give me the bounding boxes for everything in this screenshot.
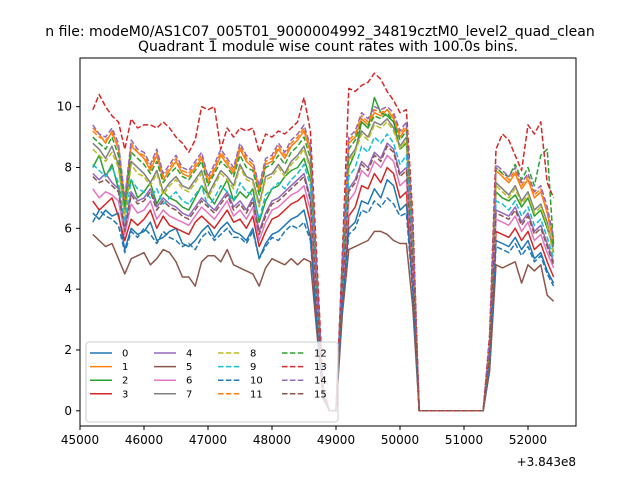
plot-frame [79,57,577,427]
legend-label-10: 10 [250,376,263,387]
legend-label-3: 3 [122,389,128,400]
chart-title: Quadrant 1 module wise count rates with … [138,39,518,55]
legend-label-13: 13 [314,362,327,373]
y-tick-label: 2 [64,343,72,357]
x-tick-label: 50000 [381,433,419,447]
figure-suptitle: n file: modeM0/AS1C07_005T01_9000004992_… [45,24,594,40]
legend-label-12: 12 [314,349,327,360]
legend-label-15: 15 [314,389,327,400]
x-tick-label: 47000 [189,433,227,447]
legend-label-8: 8 [250,349,256,360]
x-tick-label: 46000 [125,433,163,447]
legend-label-6: 6 [186,376,192,387]
x-tick-label: 49000 [317,433,355,447]
legend-label-7: 7 [186,389,192,400]
x-axis: 45000 46000 47000 48000 49000 50000 51000 52000 [61,426,547,447]
legend-box [85,341,339,423]
legend-label-14: 14 [314,376,327,387]
legend-label-4: 4 [186,349,192,360]
legend-label-5: 5 [186,362,192,373]
y-tick-label: 10 [57,100,72,114]
x-axis-offset-label: +3.843e8 [517,455,576,469]
x-tick-label: 48000 [253,433,291,447]
y-tick-label: 4 [64,282,72,296]
y-tick-label: 8 [64,160,72,174]
x-tick-label: 52000 [509,433,547,447]
y-tick-label: 6 [64,221,72,235]
y-tick-label: 0 [64,404,72,418]
y-axis: 0 2 4 6 8 10 [57,100,80,418]
x-tick-label: 51000 [445,433,483,447]
legend-label-11: 11 [250,389,263,400]
series-line-12 [92,111,555,412]
legend-label-9: 9 [250,362,256,373]
legend-label-1: 1 [122,362,128,373]
legend-label-2: 2 [122,376,128,387]
x-tick-label: 45000 [61,433,99,447]
legend-label-0: 0 [122,349,128,360]
series-line-9 [92,133,555,412]
series-line-13 [92,72,555,412]
